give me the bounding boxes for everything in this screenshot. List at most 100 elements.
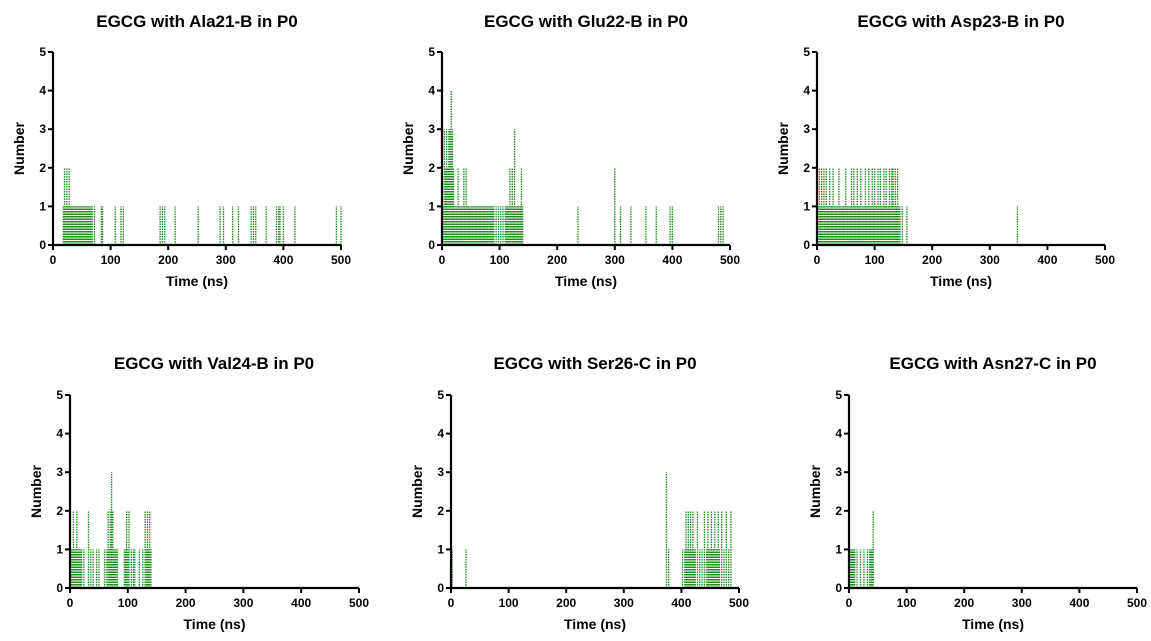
- y-tick-label: 1: [56, 542, 63, 556]
- y-tick-label: 5: [835, 388, 842, 402]
- y-tick-label: 2: [835, 504, 842, 518]
- x-tick-label: 300: [605, 253, 625, 267]
- y-tick-label: 2: [428, 161, 435, 175]
- x-tick-label: 200: [954, 596, 974, 610]
- x-tick-label: 0: [50, 253, 57, 267]
- chart-panel-2: EGCG with Glu22-B in P0 0 1 2 3 4 5 0 100 200 300 4…: [400, 12, 740, 289]
- y-axis-label: Number: [775, 122, 791, 175]
- x-tick-label: 300: [980, 253, 1000, 267]
- x-tick-label: 100: [865, 253, 885, 267]
- x-axis-label: Time (ns): [930, 273, 992, 289]
- y-tick-label: 3: [835, 465, 842, 479]
- y-tick-label: 1: [428, 199, 435, 213]
- y-tick-label: 5: [803, 45, 810, 59]
- bars: [817, 167, 1019, 245]
- x-tick-label: 0: [439, 253, 446, 267]
- x-tick-label: 300: [216, 253, 236, 267]
- x-tick-label: 500: [720, 253, 740, 267]
- y-tick-label: 4: [428, 84, 435, 98]
- x-tick-label: 100: [897, 596, 917, 610]
- bars: [849, 510, 874, 588]
- chart-title: EGCG with Ala21-B in P0: [96, 12, 298, 31]
- y-tick-label: 4: [39, 84, 46, 98]
- chart-title: EGCG with Glu22-B in P0: [484, 12, 688, 31]
- y-tick-label: 0: [39, 238, 46, 252]
- y-tick-label: 3: [39, 122, 46, 136]
- bars: [442, 90, 724, 245]
- y-tick-label: 1: [39, 199, 46, 213]
- y-tick-label: 0: [835, 581, 842, 595]
- x-tick-label: 400: [662, 253, 682, 267]
- x-tick-label: 200: [547, 253, 567, 267]
- y-axis-label: Number: [409, 465, 425, 518]
- y-axis-label: Number: [11, 122, 27, 175]
- x-tick-label: 400: [1037, 253, 1057, 267]
- y-tick-label: 5: [428, 45, 435, 59]
- y-tick-label: 3: [803, 122, 810, 136]
- y-tick-label: 2: [56, 504, 63, 518]
- x-axis-label: Time (ns): [564, 616, 626, 632]
- bars: [451, 472, 732, 588]
- y-tick-label: 3: [56, 465, 63, 479]
- y-tick-label: 3: [437, 465, 444, 479]
- y-tick-label: 1: [835, 542, 842, 556]
- y-axis-label: Number: [807, 465, 823, 518]
- y-tick-label: 4: [803, 84, 810, 98]
- y-tick-label: 5: [437, 388, 444, 402]
- x-axis-label: Time (ns): [184, 616, 246, 632]
- x-tick-label: 400: [671, 596, 691, 610]
- x-tick-label: 500: [1095, 253, 1115, 267]
- x-tick-label: 500: [349, 596, 369, 610]
- chart-title: EGCG with Asp23-B in P0: [857, 12, 1064, 31]
- x-tick-label: 100: [101, 253, 121, 267]
- chart-panel-5: EGCG with Ser26-C in P0 0 1 2 3 4 5 0 100 200 300 4…: [409, 354, 749, 632]
- x-tick-label: 500: [1127, 596, 1147, 610]
- y-axis-label: Number: [400, 122, 416, 175]
- y-tick-label: 4: [835, 427, 842, 441]
- y-tick-label: 0: [56, 581, 63, 595]
- x-tick-label: 500: [331, 253, 351, 267]
- x-tick-label: 400: [291, 596, 311, 610]
- x-tick-label: 0: [814, 253, 821, 267]
- x-axis-label: Time (ns): [166, 273, 228, 289]
- y-tick-label: 0: [803, 238, 810, 252]
- chart-panel-1: EGCG with Ala21-B in P0 0 1 2 3 4 5 0 100 200 300 4…: [11, 12, 351, 289]
- y-tick-label: 0: [437, 581, 444, 595]
- x-tick-label: 0: [67, 596, 74, 610]
- x-tick-label: 100: [499, 596, 519, 610]
- x-tick-label: 400: [273, 253, 293, 267]
- chart-title: EGCG with Asn27-C in P0: [889, 354, 1096, 373]
- x-tick-label: 200: [158, 253, 178, 267]
- chart-title: EGCG with Ser26-C in P0: [493, 354, 696, 373]
- x-tick-label: 500: [729, 596, 749, 610]
- y-axis-label: Number: [28, 465, 44, 518]
- chart-title: EGCG with Val24-B in P0: [114, 354, 314, 373]
- y-tick-label: 3: [428, 122, 435, 136]
- x-tick-label: 200: [556, 596, 576, 610]
- y-tick-label: 2: [437, 504, 444, 518]
- x-tick-label: 300: [614, 596, 634, 610]
- y-tick-label: 1: [803, 199, 810, 213]
- x-tick-label: 0: [448, 596, 455, 610]
- y-tick-label: 4: [56, 427, 63, 441]
- chart-panel-3: EGCG with Asp23-B in P0 0 1 2 3 4 5 0 100 200 300 4…: [775, 12, 1115, 289]
- y-tick-label: 0: [428, 238, 435, 252]
- x-tick-label: 100: [490, 253, 510, 267]
- chart-panel-4: EGCG with Val24-B in P0 0 1 2 3 4 5 0 100 200 300 4…: [28, 354, 369, 632]
- x-tick-label: 400: [1069, 596, 1089, 610]
- y-tick-label: 5: [56, 388, 63, 402]
- chart-panel-6: EGCG with Asn27-C in P0 0 1 2 3 4 5 0 100 200 300 4…: [807, 354, 1147, 632]
- x-tick-label: 0: [846, 596, 853, 610]
- y-tick-label: 5: [39, 45, 46, 59]
- bars: [62, 167, 342, 245]
- x-tick-label: 300: [233, 596, 253, 610]
- bars: [70, 472, 152, 588]
- y-tick-label: 2: [803, 161, 810, 175]
- x-tick-label: 300: [1012, 596, 1032, 610]
- y-tick-label: 2: [39, 161, 46, 175]
- y-tick-label: 4: [437, 427, 444, 441]
- x-axis-label: Time (ns): [962, 616, 1024, 632]
- y-tick-label: 1: [437, 542, 444, 556]
- x-tick-label: 200: [176, 596, 196, 610]
